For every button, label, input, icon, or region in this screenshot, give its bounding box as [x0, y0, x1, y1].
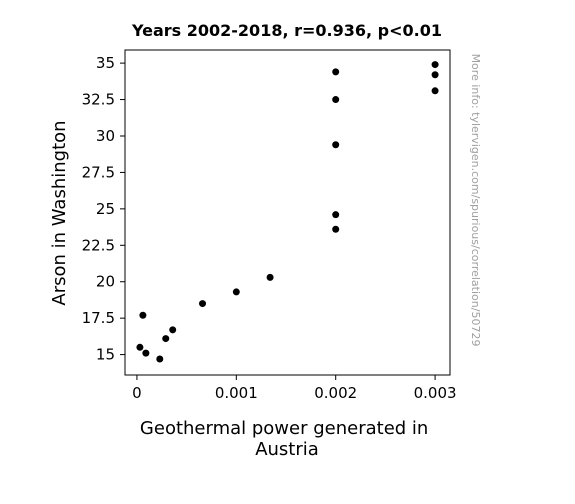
data-point [332, 68, 340, 76]
y-tick-label: 17.5 [82, 309, 115, 327]
data-point [142, 349, 150, 357]
data-point [332, 141, 340, 149]
x-tick-label: 0.001 [215, 384, 258, 402]
data-point [199, 300, 207, 308]
data-point [332, 96, 340, 104]
data-point [332, 225, 340, 233]
y-tick-label: 20 [96, 273, 115, 291]
data-point [431, 71, 439, 79]
x-tick-label: 0.002 [314, 384, 357, 402]
y-axis-label: Arson in Washington [49, 120, 70, 305]
y-axis-ticks: 15 17.5 20 22.5 25 27.5 30 32.5 35 [82, 54, 125, 364]
x-axis-ticks: 0 0.001 0.002 0.003 [132, 375, 457, 402]
plot-area-frame [124, 49, 451, 376]
data-point [232, 288, 240, 296]
data-point [266, 273, 274, 281]
y-tick-label: 22.5 [82, 236, 115, 254]
y-tick-label: 35 [96, 54, 115, 72]
y-tick-label: 32.5 [82, 91, 115, 109]
chart-title: Years 2002-2018, r=0.936, p<0.01 [131, 21, 442, 40]
data-point [332, 211, 340, 219]
data-point [169, 326, 177, 334]
data-point [136, 343, 144, 351]
data-points [136, 61, 439, 363]
data-point [156, 355, 164, 363]
data-point [162, 335, 170, 343]
data-point [431, 61, 439, 69]
y-tick-label: 25 [96, 200, 115, 218]
x-tick-label: 0 [132, 384, 142, 402]
x-axis-label: Geothermal power generated in Austria [140, 418, 434, 460]
y-tick-label: 30 [96, 127, 115, 145]
data-point [431, 87, 439, 95]
data-point [139, 311, 147, 319]
y-tick-label: 27.5 [82, 163, 115, 181]
watermark: More info: tylervigen.com/spurious/corre… [469, 54, 482, 347]
x-tick-label: 0.003 [414, 384, 457, 402]
y-tick-label: 15 [96, 346, 115, 364]
